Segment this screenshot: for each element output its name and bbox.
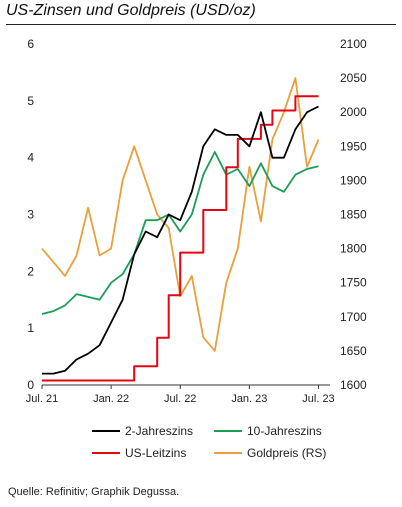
legend-item-us-leitzins: US-Leitzins bbox=[92, 446, 186, 460]
y-right-tick-label: 1900 bbox=[340, 173, 367, 187]
legend-item-10-jahreszins: 10-Jahreszins bbox=[214, 424, 322, 438]
chart-title: US-Zinsen und Goldpreis (USD/oz) bbox=[6, 2, 256, 19]
y-right-tick-label: 2050 bbox=[340, 71, 367, 85]
x-tick-label: Jul. 23 bbox=[302, 393, 334, 405]
y-right-tick-label: 1750 bbox=[340, 276, 367, 290]
legend-label-2-jahreszins: 2-Jahreszins bbox=[125, 424, 194, 438]
y-left-tick-label: 3 bbox=[27, 208, 34, 222]
legend-label-10-jahreszins: 10-Jahreszins bbox=[247, 424, 322, 438]
y-right-tick-label: 1950 bbox=[340, 139, 367, 153]
x-tick-label: Jan. 22 bbox=[93, 393, 129, 405]
x-tick-label: Jul. 21 bbox=[26, 393, 58, 405]
axes bbox=[41, 384, 330, 389]
y-right-tick-label: 2100 bbox=[340, 37, 367, 51]
chart: Jul. 21 Jan. 22 Jul. 22 Jan. 23 Jul. 23 0 1 2 3 4… bbox=[26, 37, 367, 405]
y-right-tick-label: 1700 bbox=[340, 310, 367, 324]
legend-label-us-leitzins: US-Leitzins bbox=[125, 446, 187, 460]
source-note: Quelle: Refinitiv; Graphik Degussa. bbox=[8, 486, 180, 498]
y-right-tick-label: 1650 bbox=[340, 344, 367, 358]
x-tick-label: Jul. 22 bbox=[164, 393, 196, 405]
y-right-tick-label: 2000 bbox=[340, 105, 367, 119]
y-left-tick-label: 5 bbox=[27, 94, 34, 108]
title-underline bbox=[6, 24, 396, 25]
y-left-tick-label: 6 bbox=[27, 37, 34, 51]
series-line-goldpreis-rs bbox=[41, 77, 320, 352]
legend-label-goldpreis: Goldpreis (RS) bbox=[247, 446, 327, 460]
y-left-tick-label: 2 bbox=[27, 264, 34, 278]
legend-item-goldpreis: Goldpreis (RS) bbox=[214, 446, 326, 460]
y-left-tick-label: 1 bbox=[27, 321, 34, 335]
legend-swatch-goldpreis bbox=[214, 452, 242, 454]
series-lines bbox=[41, 77, 320, 382]
legend-swatch-2-jahreszins bbox=[92, 430, 120, 432]
series-line-2-jahreszins bbox=[42, 105, 319, 375]
x-tick-label: Jan. 23 bbox=[231, 393, 267, 405]
y-left-tick-label: 4 bbox=[27, 151, 34, 165]
y-right-tick-label: 1600 bbox=[340, 378, 367, 392]
legend-swatch-10-jahreszins bbox=[214, 430, 242, 432]
series-line-us-leitzins bbox=[42, 95, 319, 382]
y-right-tick-label: 1850 bbox=[340, 208, 367, 222]
y-left-tick-label: 0 bbox=[27, 378, 34, 392]
y-right-tick-label: 1800 bbox=[340, 242, 367, 256]
legend-item-2-jahreszins: 2-Jahreszins bbox=[92, 424, 193, 438]
tick-labels: Jul. 21 Jan. 22 Jul. 22 Jan. 23 Jul. 23 0 1 2 3 4… bbox=[26, 37, 367, 405]
series-line-10-jahreszins bbox=[41, 151, 319, 315]
legend-swatch-us-leitzins bbox=[92, 452, 120, 454]
